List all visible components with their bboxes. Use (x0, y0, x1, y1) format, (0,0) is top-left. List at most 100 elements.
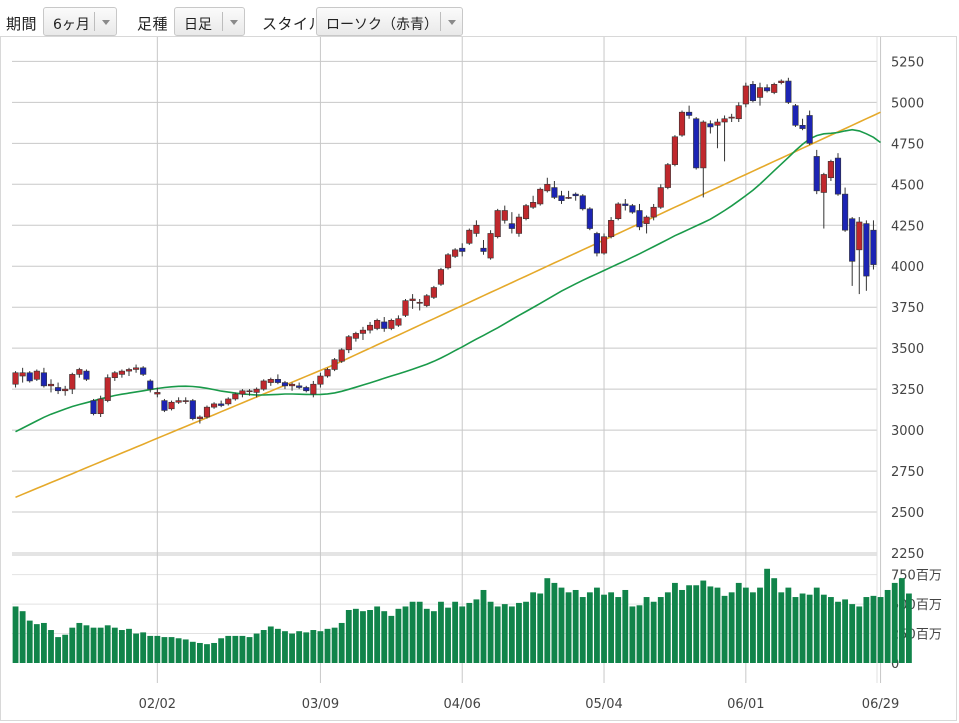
candle-body (218, 403, 225, 406)
volume-bar (175, 638, 182, 663)
date-axis-tick-label: 05/04 (585, 697, 622, 712)
price-axis-tick-label: 5250 (891, 55, 924, 70)
price-axis-tick-label: 3250 (891, 383, 924, 398)
candle-body (508, 223, 515, 229)
candle-body (90, 400, 97, 415)
candle-body (310, 383, 317, 395)
volume-bar (423, 608, 430, 663)
volume-bar (856, 606, 863, 663)
candle-body (40, 372, 47, 387)
candle-body (288, 383, 296, 387)
volume-bar (693, 585, 700, 663)
candle-body (863, 223, 870, 277)
candle-body (799, 124, 806, 129)
volume-bar (579, 597, 586, 663)
candle-body (834, 157, 842, 195)
candle-body (437, 269, 445, 285)
volume-bar (828, 597, 834, 663)
volume-bar (806, 594, 813, 663)
volume-bar (501, 604, 508, 663)
candle-body (111, 372, 118, 378)
candle-body (686, 111, 693, 116)
volume-bar (126, 628, 132, 663)
candle-body (359, 329, 367, 334)
candle-body (806, 115, 813, 144)
candle-body (430, 287, 437, 298)
volume-bar (211, 642, 217, 663)
candle-body (444, 254, 452, 269)
volume-bar (48, 630, 54, 663)
period-dropdown[interactable]: 6ヶ月 (43, 7, 117, 36)
moving-average-short-line (15, 128, 881, 433)
volume-bar (409, 601, 416, 663)
volume-bar (891, 582, 898, 663)
volume-bar (537, 593, 544, 663)
volume-bar (168, 637, 175, 663)
candle-body (76, 369, 83, 375)
candle-body (756, 87, 764, 98)
candle-body (47, 383, 55, 387)
candle-body (274, 378, 281, 383)
candle-body (26, 372, 33, 382)
candle-body (558, 195, 565, 201)
candle-body (707, 123, 714, 128)
style-dropdown[interactable]: ローソク（赤青） (316, 7, 463, 36)
volume-bar (615, 597, 622, 663)
candle-body (211, 403, 218, 408)
volume-bar (586, 592, 593, 663)
candle-body (352, 333, 359, 339)
bar-type-dropdown[interactable]: 日足 (174, 7, 245, 36)
volume-bar (395, 608, 402, 663)
volume-bar (204, 644, 210, 663)
candle-body (203, 406, 211, 418)
candle-body (104, 377, 111, 401)
candle-body (572, 193, 579, 197)
candle-body (133, 367, 140, 370)
volume-bar (721, 595, 728, 663)
volume-bar (352, 608, 359, 663)
candle-body (586, 208, 593, 229)
volume-bar (778, 592, 785, 663)
volume-bar (189, 641, 196, 663)
price-axis-tick-label: 2750 (891, 465, 924, 480)
volume-bar (438, 601, 444, 663)
volume-bar (40, 622, 47, 663)
volume-bar (764, 568, 771, 663)
volume-bar (813, 587, 820, 663)
candle-body (728, 116, 735, 119)
candle-body (600, 236, 608, 254)
volume-bar (147, 635, 154, 663)
volume-bar (516, 602, 522, 663)
dropdown-divider (222, 12, 223, 31)
candle-body (69, 374, 76, 390)
candle-body (608, 220, 615, 238)
volume-bar (26, 620, 33, 663)
candle-body (324, 369, 331, 377)
candle-body (565, 197, 572, 199)
volume-bar (331, 627, 338, 663)
candle-body (820, 174, 827, 193)
volume-bar (608, 592, 615, 663)
candle-body (154, 392, 161, 395)
candle-body (267, 378, 274, 383)
candle-body (196, 416, 203, 419)
volume-bar (33, 624, 40, 663)
volume-axis-tick-label: 0 (891, 657, 899, 672)
volume-bar (870, 595, 877, 663)
volume-bar (324, 628, 331, 663)
volume-bar (289, 633, 295, 663)
candle-body (182, 400, 189, 402)
volume-bar (97, 627, 104, 663)
volume-bar (118, 630, 125, 663)
candle-body (771, 84, 778, 93)
volume-bar (246, 637, 253, 663)
volume-bar (572, 589, 579, 663)
candle-body (409, 298, 416, 301)
candle-body (480, 247, 487, 252)
price-axis-tick-label: 4000 (891, 260, 924, 275)
date-axis-tick-label: 06/29 (862, 697, 899, 712)
candle-body (366, 324, 374, 331)
candle-body (778, 80, 785, 83)
candle-body (402, 300, 409, 316)
volume-bar (76, 622, 83, 663)
